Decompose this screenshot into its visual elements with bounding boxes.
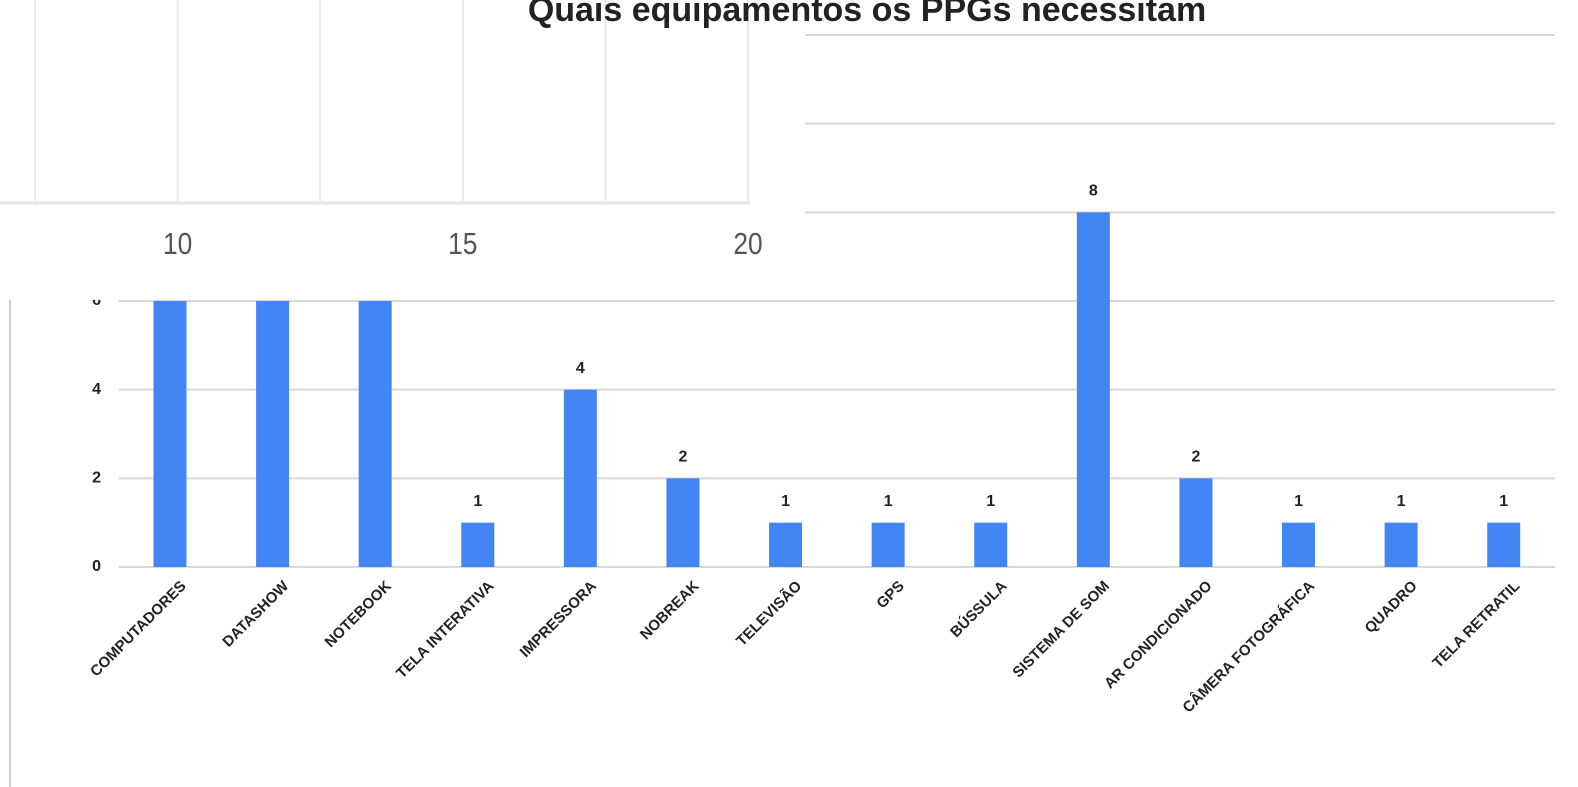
x-tick-label: DATASHOW: [219, 577, 292, 650]
bar: [563, 389, 597, 567]
y-tick-label: 6: [92, 292, 101, 309]
x-tick-label: TELEVISÃO: [732, 577, 805, 650]
data-label: 1: [1499, 493, 1508, 510]
chart-title: Quais equipamentos os PPGs necessitam: [528, 0, 1206, 29]
data-label: 1: [781, 493, 790, 510]
bar: [974, 522, 1008, 567]
overlay-chart: 10 15 20: [0, 0, 805, 300]
data-label: 4: [576, 360, 585, 377]
y-tick-label: 4: [92, 381, 101, 398]
data-label: 2: [679, 449, 688, 466]
data-label: 2: [1191, 449, 1200, 466]
data-label: 1: [1294, 493, 1303, 510]
x-tick-label: SISTEMA DE SOM: [1009, 578, 1113, 682]
x-tick-label: IMPRESSORA: [517, 578, 600, 661]
x-tick-label: QUADRO: [1362, 577, 1421, 636]
bar: [769, 522, 803, 567]
data-label: 1: [986, 493, 995, 510]
x-tick-label: NOBREAK: [637, 578, 703, 644]
x-tick-label: AR CONDICIONADO: [1101, 577, 1216, 692]
x-tick-label: NOTEBOOK: [322, 577, 395, 650]
x-tick-label: TELA INTERATIVA: [393, 577, 497, 681]
bar: [1179, 478, 1213, 567]
bar: [461, 522, 495, 567]
x-tick-label: BÚSSULA: [946, 577, 1010, 641]
bar: [256, 301, 290, 567]
data-label: 1: [473, 493, 482, 510]
bar: [358, 301, 392, 567]
x-tick-label: 10: [163, 227, 192, 261]
data-label: 1: [884, 493, 893, 510]
x-tick-label: COMPUTADORES: [87, 578, 190, 681]
bar: [666, 478, 700, 567]
x-tick-label: 15: [448, 227, 477, 261]
bar: [1487, 522, 1521, 567]
x-tick-label: GPS: [873, 578, 907, 612]
bar: [1076, 212, 1110, 568]
y-tick-label: 0: [92, 558, 101, 575]
y-tick-label: 2: [92, 470, 101, 487]
bar: [1282, 522, 1316, 567]
bar: [1384, 522, 1418, 567]
x-tick-label: 20: [733, 227, 762, 261]
bar: [153, 301, 187, 567]
data-label: 8: [1089, 183, 1098, 200]
data-label: 1: [1397, 493, 1406, 510]
bar: [871, 522, 905, 567]
x-tick-label: TELA RETRATIL: [1429, 578, 1523, 672]
overlay-panel: [0, 0, 805, 300]
